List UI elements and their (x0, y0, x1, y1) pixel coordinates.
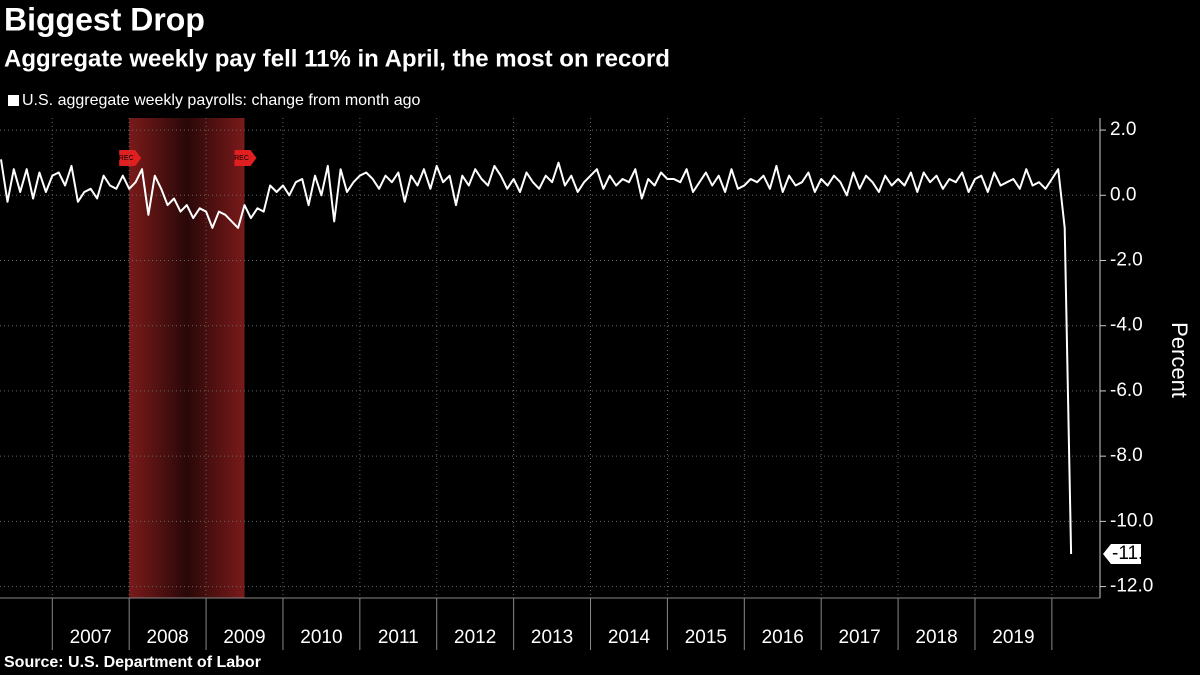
legend-swatch (8, 95, 19, 106)
chart-title: Biggest Drop (4, 1, 205, 37)
x-tick-label: 2015 (685, 627, 727, 648)
x-tick-label: 2007 (70, 627, 112, 648)
x-tick-label: 2017 (838, 627, 880, 648)
x-tick-label: 2019 (992, 627, 1034, 648)
x-tick-label: 2013 (531, 627, 573, 648)
y-tick-label: -6.0 (1110, 380, 1143, 401)
source: Source: U.S. Department of Labor (4, 654, 261, 671)
y-tick-label: 2.0 (1110, 119, 1136, 140)
value-label: -11.0 (1112, 543, 1154, 564)
y-tick-label: -2.0 (1110, 250, 1143, 271)
x-tick-label: 2018 (915, 627, 957, 648)
recession-label: REC (119, 155, 134, 162)
value-label-box (1103, 543, 1141, 564)
series-line (0, 159, 1073, 555)
plot-area: REC REC 2.0 0.0 -2.0 -4.0 -6.0 -8.0 -10.0 -12.0 20… (0, 118, 1154, 650)
y-tick-label: -8.0 (1110, 445, 1143, 466)
y-tick-label: -4.0 (1110, 315, 1143, 336)
y-tick-label: 0.0 (1110, 184, 1136, 205)
x-tick-label: 2009 (223, 627, 265, 648)
y-tick-label: -12.0 (1110, 576, 1153, 597)
chart-subtitle: Aggregate weekly pay fell 11% in April, … (4, 45, 670, 72)
x-tick-label: 2016 (762, 627, 804, 648)
y-tick-label: -10.0 (1110, 510, 1153, 531)
recession-band (129, 118, 245, 598)
x-tick-label: 2010 (300, 627, 342, 648)
recession-flag (234, 150, 257, 166)
x-tick-label: 2014 (608, 627, 651, 648)
x-tick-label: 2012 (454, 627, 496, 648)
recession-label: REC (234, 155, 249, 162)
recession-flag (119, 150, 142, 166)
x-tick-label: 2008 (146, 627, 188, 648)
legend-label: U.S. aggregate weekly payrolls: change f… (22, 92, 421, 109)
y-axis-label: Percent (1167, 322, 1192, 398)
x-tick-label: 2011 (378, 627, 419, 648)
